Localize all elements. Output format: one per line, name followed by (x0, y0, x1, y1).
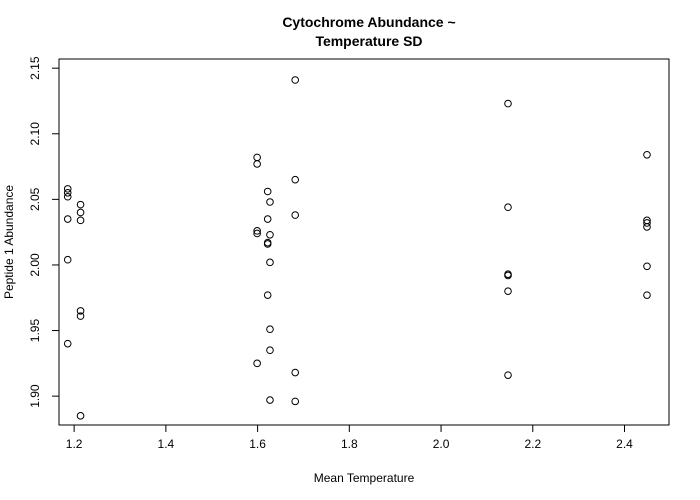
data-point (63, 185, 72, 193)
y-tick-label: 1.95 (28, 319, 42, 343)
data-point (76, 412, 85, 420)
y-axis-label: Peptide 1 Abundance (2, 185, 16, 299)
y-tick-label: 2.15 (28, 56, 42, 80)
data-point (643, 291, 651, 299)
data-point (76, 216, 85, 225)
y-tick-label: 2.10 (28, 122, 42, 146)
data-point (266, 346, 274, 355)
data-point (263, 240, 272, 248)
data-point (63, 339, 72, 348)
data-point (291, 211, 300, 219)
data-point (504, 203, 512, 212)
data-point (253, 153, 261, 162)
chart-title-line-1: Cytochrome Abundance ~ (282, 14, 455, 30)
data-point (76, 208, 85, 217)
data-point (291, 368, 300, 377)
data-point (643, 219, 651, 227)
data-point (504, 287, 512, 295)
data-point (63, 192, 72, 201)
y-tick-label: 1.90 (28, 384, 42, 408)
data-points (63, 76, 651, 420)
data-point (76, 312, 85, 320)
data-point (63, 255, 72, 264)
data-point (263, 187, 272, 196)
data-point (76, 200, 85, 209)
data-point (504, 371, 512, 379)
y-axis: 1.90 1.95 2.00 2.05 2.10 2.15 (28, 56, 60, 408)
data-point (266, 258, 274, 267)
plot-frame (58, 58, 670, 426)
chart-title-line-2: Temperature SD (315, 33, 422, 49)
x-tick-label: 1.8 (341, 437, 358, 451)
data-point (266, 198, 274, 206)
data-point (643, 150, 651, 159)
data-point (291, 175, 300, 184)
x-tick-label: 1.6 (249, 437, 266, 451)
data-point (266, 325, 274, 334)
data-point (504, 99, 512, 108)
y-tick-label: 2.00 (28, 253, 42, 277)
data-point (253, 227, 261, 235)
data-point (266, 396, 274, 404)
x-tick-label: 1.4 (158, 437, 175, 451)
x-tick-label: 2.0 (433, 437, 450, 451)
data-point (263, 215, 272, 223)
data-point (253, 359, 261, 368)
data-point (504, 271, 512, 280)
data-point (63, 189, 72, 197)
data-point (643, 262, 651, 271)
y-tick-label: 2.05 (28, 187, 42, 211)
x-tick-label: 1.2 (66, 437, 83, 451)
data-point (253, 160, 261, 168)
data-point (76, 307, 85, 315)
data-point (291, 397, 300, 406)
data-point (63, 215, 72, 223)
x-axis-label: Mean Temperature (314, 471, 415, 485)
data-point (291, 76, 300, 84)
data-point (643, 223, 651, 231)
data-point (263, 291, 272, 299)
data-point (266, 230, 274, 239)
x-axis: 1.2 1.4 1.6 1.8 2.0 2.2 2.4 (66, 424, 633, 451)
x-tick-label: 2.2 (524, 437, 541, 451)
x-tick-label: 2.4 (616, 437, 633, 451)
data-point (253, 229, 261, 238)
